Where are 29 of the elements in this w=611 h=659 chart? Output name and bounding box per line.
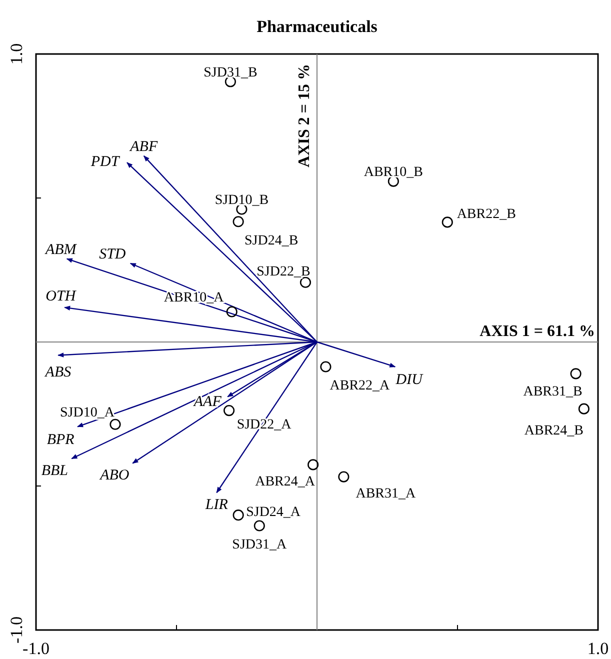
series-label: ABO [99, 468, 130, 484]
series-label: ABR22_B [456, 207, 516, 222]
series-label: SJD31_A [232, 538, 288, 553]
series-label: ABS [44, 364, 72, 380]
series-label: SJD31_B [204, 66, 258, 81]
series-label: SJD22_B [256, 264, 310, 280]
series-label: ABR10_B [364, 165, 423, 180]
series-label: LIR [204, 496, 228, 513]
series-label: STD [99, 246, 126, 263]
series-label: SJD24_B [244, 234, 298, 249]
series-label: SJD10_B [214, 193, 269, 208]
series-label: OTH [46, 288, 77, 305]
series-label: ABR31_B [523, 384, 582, 400]
series-label: ABM [44, 242, 78, 258]
series-label: ABR24_A [255, 474, 316, 490]
x-axis-title: AXIS 1 = 61.1 % [480, 323, 595, 340]
chart-title: Pharmaceuticals [256, 17, 378, 36]
series-label: AAF [192, 394, 222, 410]
series-label: SJD10_A [60, 405, 116, 420]
series-label: BPR [46, 432, 74, 448]
series-label: DIU [394, 372, 424, 388]
series-label: BBL [41, 462, 68, 479]
series-label: ABR31_A [356, 486, 417, 502]
series-label: ABR24_B [524, 424, 584, 439]
series-label: PDT [90, 154, 121, 170]
y-axis-title: AXIS 2 = 15 % [296, 64, 313, 168]
series-label: ABF [129, 139, 158, 156]
series-label: ABR22_A [330, 378, 391, 394]
series-label: SJD24_A [246, 504, 302, 520]
